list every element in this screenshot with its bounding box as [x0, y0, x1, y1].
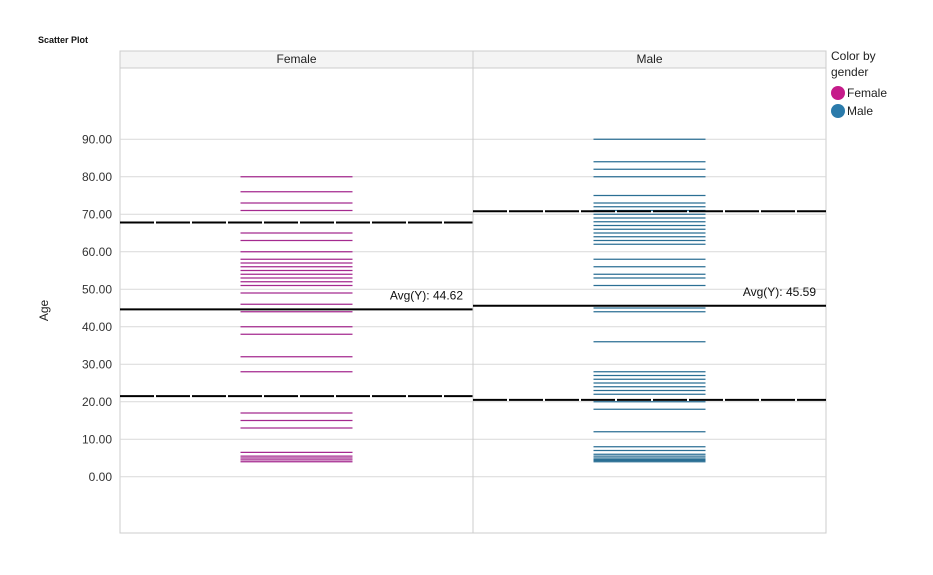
y-tick-label: 40.00 — [82, 320, 112, 334]
mean-label-male: Avg(Y): 45.59 — [743, 285, 816, 299]
panel-header-male: Male — [636, 52, 662, 66]
legend-label-male[interactable]: Male — [847, 104, 873, 118]
legend-label-female[interactable]: Female — [847, 86, 887, 100]
y-tick-label: 70.00 — [82, 207, 112, 221]
panel-header-female: Female — [276, 52, 316, 66]
y-tick-label: 80.00 — [82, 170, 112, 184]
legend-swatch-female[interactable] — [831, 86, 845, 100]
y-axis-label: Age — [37, 300, 51, 322]
y-tick-label: 20.00 — [82, 395, 112, 409]
legend-swatch-male[interactable] — [831, 104, 845, 118]
y-tick-label: 60.00 — [82, 245, 112, 259]
y-tick-label: 90.00 — [82, 132, 112, 146]
legend-title: gender — [831, 65, 868, 79]
chart-title: Scatter Plot — [38, 35, 88, 45]
legend-title: Color by — [831, 49, 876, 63]
mean-label-female: Avg(Y): 44.62 — [390, 288, 463, 302]
y-tick-label: 0.00 — [89, 470, 113, 484]
y-tick-label: 10.00 — [82, 432, 112, 446]
y-tick-label: 50.00 — [82, 282, 112, 296]
y-tick-label: 30.00 — [82, 357, 112, 371]
